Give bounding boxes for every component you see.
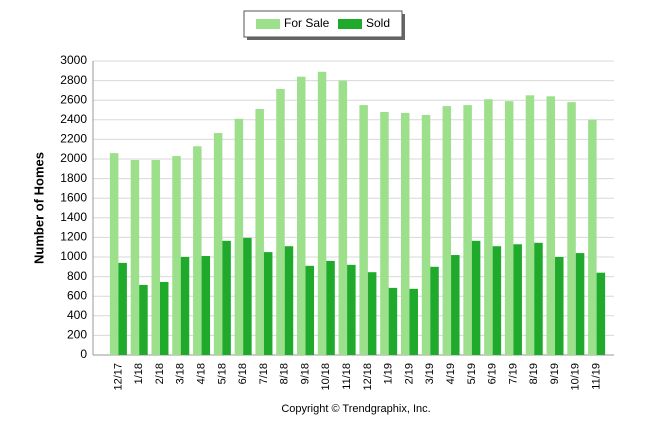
y-tick-label: 2600 [60, 92, 87, 106]
x-tick-label: 10/19 [570, 363, 582, 391]
bar [596, 272, 606, 355]
bar [263, 252, 273, 355]
bar [243, 237, 252, 355]
legend-label: Sold [366, 16, 390, 30]
bar [317, 71, 327, 355]
bar [513, 244, 522, 355]
bar [297, 76, 306, 356]
x-tick-label: 6/19 [487, 363, 499, 384]
legend-swatch [338, 19, 362, 29]
bar [400, 112, 410, 355]
x-tick-label: 4/18 [195, 363, 207, 384]
y-tick-label: 800 [67, 269, 87, 283]
x-tick-label: 5/19 [466, 363, 478, 384]
y-tick-label: 1800 [60, 171, 87, 185]
bar [534, 242, 543, 355]
bar [451, 255, 460, 355]
x-tick-label: 8/18 [279, 363, 291, 384]
bar [430, 266, 439, 355]
bar [172, 156, 181, 355]
bar [442, 106, 452, 355]
x-tick-label: 9/18 [299, 363, 311, 384]
bar [338, 80, 348, 355]
bar [546, 96, 556, 355]
bar [555, 257, 564, 355]
y-tick-label: 0 [80, 347, 87, 361]
bar [118, 262, 127, 355]
x-tick-label: 4/19 [445, 363, 457, 384]
x-tick-label: 2/18 [154, 363, 166, 384]
x-tick-label: 1/18 [133, 363, 145, 384]
bar [255, 109, 264, 356]
bar [284, 246, 294, 355]
x-tick-label: 10/18 [320, 363, 332, 391]
x-tick-label: 12/17 [112, 363, 124, 391]
y-tick-label: 3000 [60, 53, 87, 67]
bar [463, 105, 472, 355]
bar [305, 265, 315, 355]
bar [421, 114, 431, 356]
x-tick-label: 2/19 [403, 363, 415, 384]
x-tick-label: 8/19 [528, 363, 540, 384]
bar [276, 88, 285, 356]
bar [492, 246, 502, 355]
bar [180, 257, 190, 355]
y-tick-label: 200 [67, 328, 87, 342]
bar [471, 240, 481, 355]
x-tick-label: 5/18 [216, 363, 228, 384]
bar [525, 95, 535, 356]
bar [484, 99, 493, 355]
y-tick-label: 2800 [60, 73, 87, 87]
y-tick-label: 1600 [60, 190, 87, 204]
bar [222, 240, 231, 355]
bar [139, 284, 148, 355]
y-tick-label: 2000 [60, 151, 87, 165]
y-tick-label: 1400 [60, 210, 87, 224]
bar [409, 288, 418, 355]
y-tick-label: 2400 [60, 112, 87, 126]
bar [109, 153, 119, 355]
x-tick-label: 1/19 [383, 363, 395, 384]
x-tick-label: 7/19 [507, 363, 519, 384]
bar [588, 119, 597, 355]
bar [151, 159, 160, 355]
x-tick-label: 7/18 [258, 363, 270, 384]
x-tick-label: 11/18 [341, 363, 353, 390]
x-tick-label: 6/18 [237, 363, 249, 384]
y-tick-label: 400 [67, 308, 87, 322]
bar [234, 118, 244, 355]
bar [359, 105, 368, 355]
legend-label: For Sale [284, 16, 330, 30]
bar [130, 159, 140, 355]
y-tick-label: 1200 [60, 230, 87, 244]
y-tick-label: 1000 [60, 249, 87, 263]
y-tick-label: 2200 [60, 132, 87, 146]
bar [380, 111, 389, 356]
bar [326, 260, 335, 355]
x-tick-label: 9/19 [549, 363, 561, 384]
x-tick-label: 3/18 [175, 363, 187, 384]
bar [201, 256, 211, 355]
bar [213, 133, 223, 355]
bar [575, 253, 585, 355]
bar [388, 287, 398, 355]
legend-swatch [256, 19, 280, 29]
y-tick-label: 600 [67, 288, 87, 302]
bar [159, 281, 169, 355]
y-axis-label: Number of Homes [31, 152, 46, 264]
footer: Copyright © Trendgraphix, Inc. [281, 403, 430, 415]
x-tick-label: 11/19 [591, 363, 603, 390]
x-tick-label: 3/19 [424, 363, 436, 384]
bar [504, 101, 514, 356]
bar [347, 264, 356, 355]
bar [193, 146, 202, 355]
bar [367, 272, 377, 355]
bar [567, 102, 576, 355]
x-tick-label: 12/18 [362, 363, 374, 391]
